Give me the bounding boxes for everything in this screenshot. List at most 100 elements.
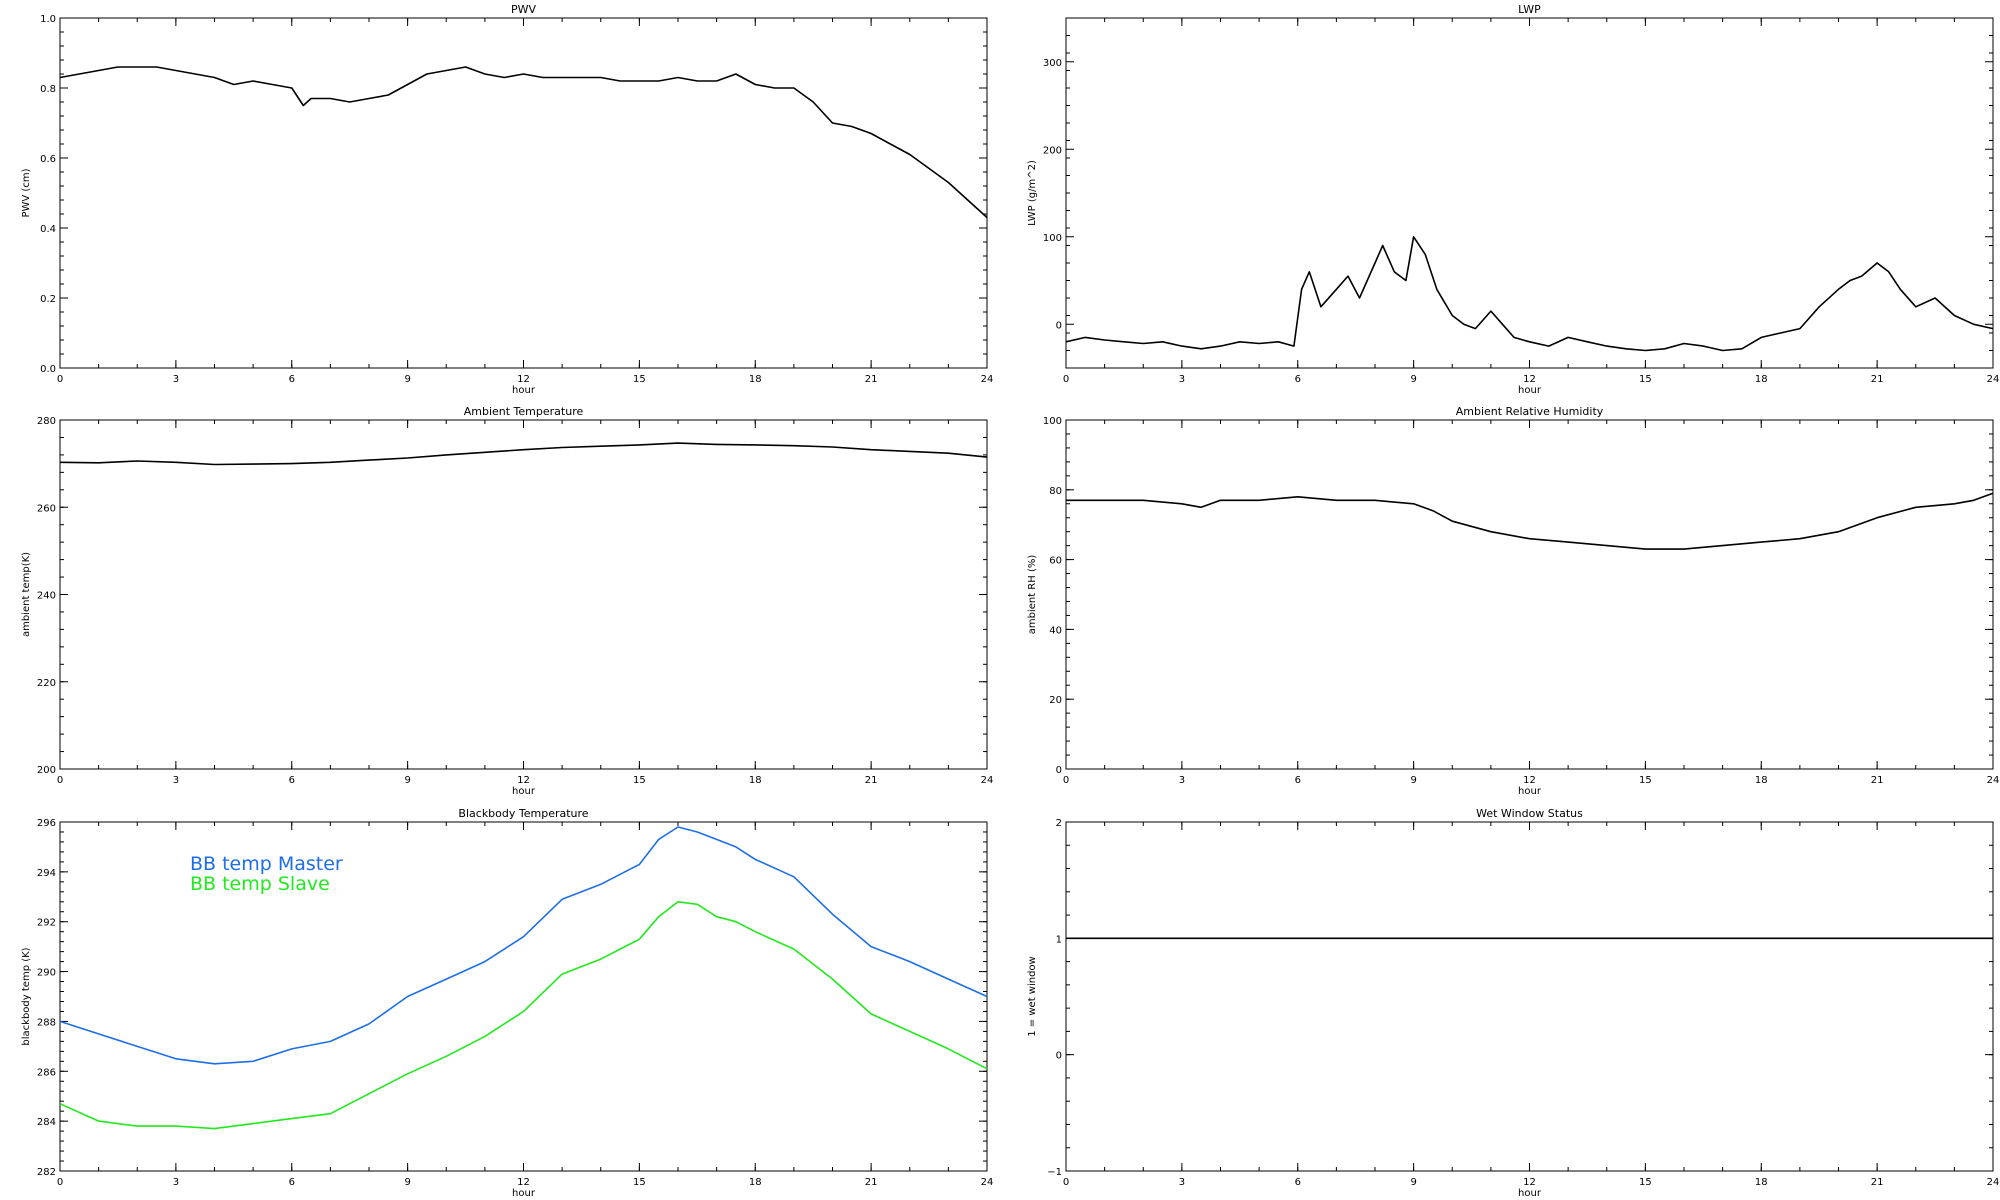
y-tick-label: 200 (37, 765, 56, 776)
x-tick-label: 12 (1523, 775, 1536, 786)
x-tick-label: 18 (749, 1177, 762, 1188)
plot-frame (1065, 17, 1994, 369)
x-axis-label: hour (512, 786, 536, 797)
x-tick-label: 3 (1179, 775, 1185, 786)
y-tick-label: 0 (1056, 765, 1062, 776)
x-tick-label: 24 (981, 775, 994, 786)
series-line-0 (59, 826, 988, 1065)
x-tick-label: 0 (1063, 1177, 1069, 1188)
chart-title: Ambient Temperature (464, 405, 584, 418)
x-tick-label: 6 (1295, 1177, 1301, 1188)
x-tick-label: 0 (57, 1177, 63, 1188)
y-tick-label: −1 (1047, 1167, 1062, 1178)
x-tick-label: 6 (289, 775, 295, 786)
x-tick-label: 21 (865, 1177, 878, 1188)
y-axis-label: blackbody temp (K) (21, 947, 32, 1045)
y-tick-label: 290 (37, 968, 56, 979)
x-tick-label: 0 (1063, 374, 1069, 385)
x-tick-label: 21 (1871, 1177, 1884, 1188)
y-tick-label: 100 (1043, 416, 1062, 427)
plot-frame (59, 17, 988, 369)
x-tick-label: 24 (981, 374, 994, 385)
x-tick-label: 3 (173, 775, 179, 786)
x-tick-label: 12 (1523, 374, 1536, 385)
x-tick-label: 12 (517, 775, 530, 786)
x-tick-label: 21 (865, 374, 878, 385)
y-tick-label: 282 (37, 1167, 56, 1178)
y-tick-label: 220 (37, 678, 56, 689)
chart-panel-2: Ambient Temperature 0 3 6 9 12 15 18 21 24 hour 200… (21, 405, 993, 797)
y-tick-label: 0 (1056, 1051, 1062, 1062)
x-tick-label: 18 (749, 374, 762, 385)
y-axis-label: LWP (g/m^2) (1027, 160, 1038, 226)
x-tick-label: 12 (517, 1177, 530, 1188)
y-tick-label: 1 (1056, 934, 1062, 945)
y-tick-label: 2 (1056, 818, 1062, 829)
y-tick-label: 60 (1049, 556, 1062, 567)
y-tick-label: 40 (1049, 625, 1062, 636)
series-line-0 (1066, 492, 1994, 550)
y-tick-label: 260 (37, 503, 56, 514)
x-axis-label: hour (1518, 1188, 1542, 1199)
x-tick-label: 0 (1063, 775, 1069, 786)
chart-title: Wet Window Status (1476, 807, 1583, 820)
x-tick-label: 0 (57, 374, 63, 385)
series-line-0 (1065, 236, 1994, 352)
x-tick-label: 15 (633, 775, 646, 786)
x-tick-label: 15 (1639, 1177, 1652, 1188)
x-axis-label: hour (1518, 385, 1542, 396)
legend-entry: BB temp Slave (190, 873, 330, 895)
chart-panel-0: PWV 0 3 6 9 12 15 18 21 24 hour 0.0 0.2 0.4 0.6 0.8 1.0 P… (21, 3, 993, 396)
y-tick-label: 288 (37, 1017, 56, 1028)
x-tick-label: 18 (1755, 1177, 1768, 1188)
y-axis-label: ambient RH (%) (1027, 555, 1038, 635)
x-tick-label: 9 (404, 775, 410, 786)
chart-panel-1: LWP 0 3 6 9 12 15 18 21 24 hour 0 100 200 300 LWP (g/m^… (1027, 3, 1999, 396)
x-axis-label: hour (512, 385, 536, 396)
y-tick-label: 284 (37, 1117, 56, 1128)
x-tick-label: 9 (1410, 775, 1416, 786)
series-line-0 (59, 442, 988, 466)
x-tick-label: 3 (173, 1177, 179, 1188)
y-tick-label: 0 (1056, 320, 1062, 331)
x-tick-label: 3 (173, 374, 179, 385)
x-tick-label: 9 (404, 374, 410, 385)
x-tick-label: 3 (1179, 374, 1185, 385)
y-tick-label: 0.0 (40, 364, 56, 375)
y-tick-label: 0.4 (40, 224, 56, 235)
chart-title: LWP (1518, 3, 1541, 16)
legend-entry: BB temp Master (190, 853, 343, 875)
x-tick-label: 6 (1295, 374, 1301, 385)
y-tick-label: 200 (1043, 145, 1062, 156)
x-tick-label: 3 (1179, 1177, 1185, 1188)
x-tick-label: 18 (749, 775, 762, 786)
y-tick-label: 0.6 (40, 154, 56, 165)
y-tick-label: 20 (1049, 695, 1062, 706)
y-tick-label: 296 (37, 818, 56, 829)
x-tick-label: 12 (517, 374, 530, 385)
x-tick-label: 6 (289, 374, 295, 385)
y-axis-label: ambient temp(K) (21, 552, 32, 637)
x-tick-label: 9 (1410, 374, 1416, 385)
y-axis-label: 1 = wet window (1027, 956, 1038, 1036)
x-tick-label: 21 (1871, 374, 1884, 385)
series-line-0 (59, 66, 988, 219)
x-tick-label: 21 (1871, 775, 1884, 786)
x-axis-label: hour (512, 1188, 536, 1199)
x-tick-label: 21 (865, 775, 878, 786)
y-tick-label: 280 (37, 416, 56, 427)
chart-panel-3: Ambient Relative Humidity 0 3 6 9 12 15 18 21 24 h… (1027, 405, 1999, 797)
x-tick-label: 12 (1523, 1177, 1536, 1188)
chart-title: Blackbody Temperature (458, 807, 588, 820)
y-tick-label: 300 (1043, 58, 1062, 69)
plot-frame (1065, 419, 1994, 770)
x-axis-label: hour (1518, 786, 1542, 797)
y-tick-label: 292 (37, 918, 56, 929)
x-tick-label: 6 (1295, 775, 1301, 786)
plot-frame (1065, 821, 1994, 1172)
y-tick-label: 286 (37, 1067, 56, 1078)
x-tick-label: 15 (633, 1177, 646, 1188)
x-tick-label: 24 (1987, 374, 2000, 385)
y-axis-label: PWV (cm) (21, 168, 32, 217)
